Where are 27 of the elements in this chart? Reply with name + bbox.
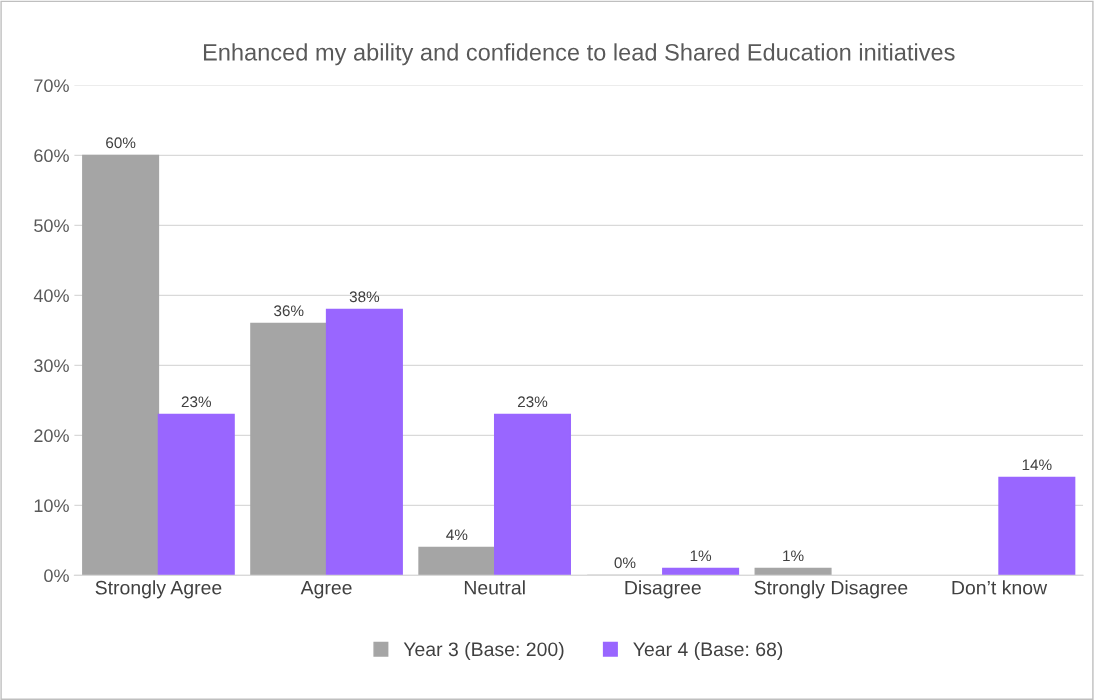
data-label: 1% <box>783 550 804 562</box>
x-tick-label: Strongly Disagree <box>754 580 908 599</box>
data-label: 14% <box>1022 459 1052 471</box>
y-tick-label: 50% <box>34 219 69 233</box>
x-tick-label: Don’t know <box>952 580 1048 595</box>
data-label: 4% <box>446 529 468 541</box>
x-tick-label: Neutral <box>464 580 525 595</box>
data-label: 23% <box>517 396 548 408</box>
data-label: 1% <box>690 550 712 562</box>
y-tick-label: 30% <box>34 359 69 373</box>
y-tick-label: 40% <box>33 289 69 303</box>
y-tick-label: 10% <box>34 499 69 513</box>
data-label: 0% <box>614 557 636 569</box>
data-label: 38% <box>349 291 380 303</box>
data-label: 36% <box>274 305 304 317</box>
data-label: 23% <box>181 396 212 408</box>
y-tick-label: 0% <box>44 569 69 583</box>
chart-title: Enhanced my ability and confidence to lead Shared Education initiatives <box>203 43 955 66</box>
legend-label: Year 3 (Base: 200) <box>403 641 564 661</box>
y-tick-label: 60% <box>34 149 69 163</box>
y-tick-label: 20% <box>34 429 69 443</box>
x-tick-label: Strongly Agree <box>95 580 222 599</box>
legend-label: Year 4 (Base: 68) <box>633 641 783 661</box>
data-label: 60% <box>106 137 136 149</box>
x-tick-label: Disagree <box>625 580 701 599</box>
y-tick-label: 70% <box>34 79 69 93</box>
x-tick-label: Agree <box>300 580 352 599</box>
